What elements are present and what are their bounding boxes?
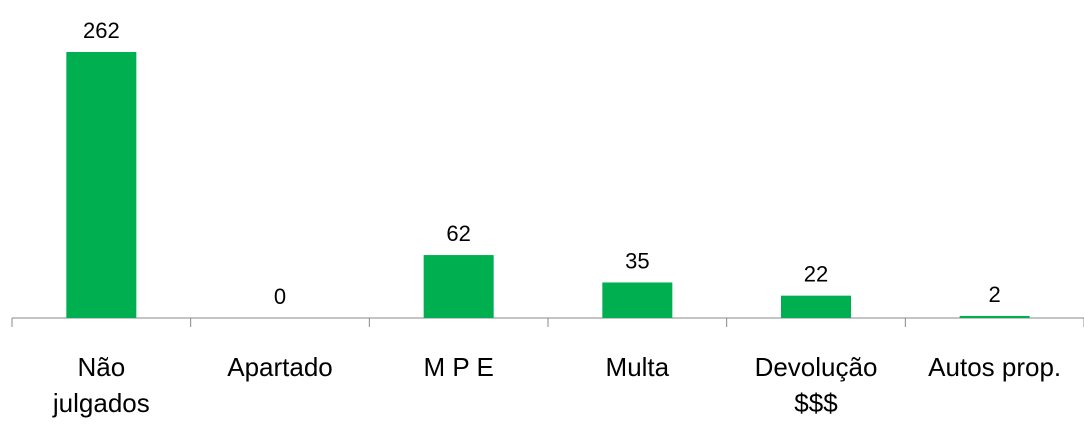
bar xyxy=(66,52,137,318)
value-label: 2 xyxy=(989,282,1001,307)
x-tick-label: Multa xyxy=(606,352,670,382)
x-tick-label: Devolução $$$ xyxy=(755,352,878,418)
value-label: 262 xyxy=(83,18,120,43)
x-tick-label: Apartado xyxy=(227,352,333,382)
x-tick-label: M P E xyxy=(424,352,494,382)
value-label: 35 xyxy=(625,248,649,273)
bar xyxy=(781,295,851,318)
value-label: 0 xyxy=(274,284,286,309)
value-label: 22 xyxy=(804,262,828,287)
bar xyxy=(602,282,673,318)
x-tick-label: Não julgados xyxy=(52,352,150,418)
value-label: 62 xyxy=(446,221,470,246)
bar xyxy=(959,315,1030,318)
x-tick-label: Autos prop. xyxy=(928,352,1061,382)
bar xyxy=(423,255,494,318)
